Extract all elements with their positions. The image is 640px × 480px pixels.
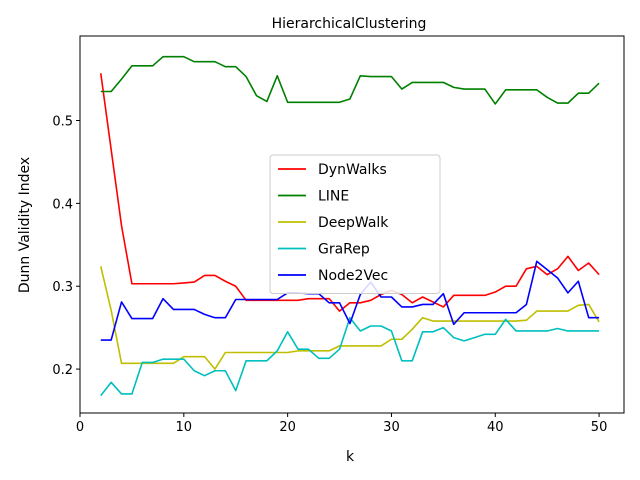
series-line-node2vec: [100, 260, 600, 341]
legend-label-node2vec: Node2Vec: [318, 268, 388, 284]
y-axis-label: Dunn Validity Index: [17, 157, 33, 293]
chart-title: HierarchicalClustering: [272, 16, 427, 32]
y-tick-label: 0.4: [52, 197, 73, 212]
plot-frame: [79, 35, 625, 414]
x-tick-label: 20: [279, 420, 296, 435]
legend: DynWalks LINE DeepWalk GraRep Node2Vec: [269, 154, 441, 294]
plot-lines: [99, 55, 600, 397]
x-tick-label: 0: [76, 420, 84, 435]
x-axis-label: k: [346, 449, 355, 465]
x-tick-label: 50: [591, 420, 608, 435]
legend-label-deepwalk: DeepWalk: [318, 215, 389, 231]
y-tick-label: 0.5: [52, 115, 73, 130]
legend-label-line: LINE: [318, 189, 349, 205]
series-line-grarep: [100, 316, 600, 397]
x-tick-label: 40: [487, 420, 504, 435]
x-tick-label: 30: [383, 420, 400, 435]
legend-label-grarep: GraRep: [318, 242, 370, 258]
x-tick-label: 10: [176, 420, 193, 435]
series-line-dynwalks: [99, 73, 600, 312]
legend-label-dynwalks: DynWalks: [318, 162, 387, 178]
series-line-line: [100, 55, 600, 105]
x-axis-ticks: 0 10 20 30 40 50: [76, 413, 607, 435]
y-tick-label: 0.2: [52, 363, 73, 378]
y-tick-label: 0.3: [52, 280, 73, 295]
legend-box: [269, 154, 441, 294]
y-axis-ticks: 0.2 0.3 0.4 0.5: [52, 115, 80, 378]
series-line-deepwalk: [99, 266, 600, 370]
